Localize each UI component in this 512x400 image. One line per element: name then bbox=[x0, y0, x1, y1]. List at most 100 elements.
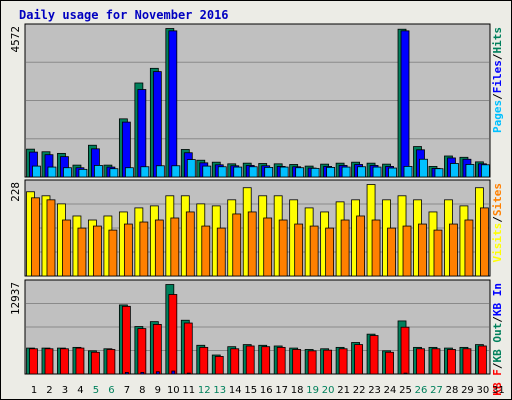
visits-bar-sites-day-26 bbox=[418, 223, 427, 277]
kbytes-legend-item: KB In bbox=[491, 283, 504, 316]
kbytes-bar-kb-f-day-28 bbox=[447, 349, 456, 375]
visits-bar-sites-day-17 bbox=[278, 219, 288, 277]
hits-bar-pages-day-16 bbox=[264, 166, 274, 178]
visits-bar-sites-day-8 bbox=[139, 221, 149, 277]
hits-bar-files-day-8 bbox=[137, 89, 147, 178]
kbytes-bar-kb-f-day-23 bbox=[369, 335, 379, 375]
hits-bar-pages-day-6 bbox=[109, 168, 119, 178]
day-label-2: 2 bbox=[46, 385, 52, 396]
kbytes-bar-kb-f-day-4 bbox=[75, 347, 85, 375]
hits-bar-pages-day-23 bbox=[372, 166, 382, 178]
day-label-16: 16 bbox=[260, 385, 273, 396]
day-label-24: 24 bbox=[384, 385, 397, 396]
kbytes-bar-kb-f-day-13 bbox=[214, 356, 224, 375]
day-label-21: 21 bbox=[337, 385, 350, 396]
day-label-6: 6 bbox=[108, 385, 114, 396]
visits-bar-sites-day-22 bbox=[356, 215, 365, 277]
hits-bar-pages-day-20 bbox=[326, 166, 336, 178]
visits-bar-sites-day-20 bbox=[325, 227, 335, 277]
visits-bar-sites-day-7 bbox=[123, 223, 133, 277]
visits-legend-item: / bbox=[491, 216, 504, 223]
kbytes-bar-kb-in-day-11 bbox=[186, 372, 191, 375]
hits-bar-pages-day-3 bbox=[63, 167, 72, 178]
kbytes-bar-kb-f-day-26 bbox=[416, 348, 425, 375]
kbytes-legend-item: / bbox=[491, 316, 504, 323]
visits-bar-sites-day-9 bbox=[154, 219, 164, 277]
hits-bar-pages-day-9 bbox=[155, 165, 165, 178]
kbytes-legend-item: / bbox=[491, 362, 504, 369]
day-label-13: 13 bbox=[213, 385, 226, 396]
kbytes-bar-kb-f-day-2 bbox=[44, 348, 54, 375]
kbytes-bar-kb-f-day-18 bbox=[292, 349, 302, 375]
hits-bar-pages-day-28 bbox=[450, 163, 459, 178]
hits-bar-pages-day-27 bbox=[434, 168, 444, 178]
day-label-10: 10 bbox=[167, 385, 180, 396]
kbytes-bar-kb-f-day-5 bbox=[91, 351, 100, 375]
kbytes-bar-kb-f-day-17 bbox=[276, 346, 286, 375]
kbytes-bar-kb-f-day-19 bbox=[307, 350, 317, 375]
hits-legend-item: / bbox=[491, 53, 504, 60]
day-label-9: 9 bbox=[155, 385, 161, 396]
hits-legend-item: Pages bbox=[491, 100, 504, 133]
kbytes-bar-kb-in-day-7 bbox=[124, 372, 129, 375]
day-label-28: 28 bbox=[446, 385, 459, 396]
hits-bar-pages-day-8 bbox=[140, 166, 150, 178]
hits-legend: Pages/Files/Hits bbox=[491, 27, 504, 133]
hits-legend-item: Files bbox=[491, 60, 504, 93]
kbytes-bar-kb-f-day-10 bbox=[168, 294, 178, 375]
visits-legend-item: Sites bbox=[491, 183, 504, 216]
day-label-31: 31 bbox=[492, 385, 505, 396]
hits-bar-files-day-10 bbox=[168, 30, 178, 178]
visits-bar-sites-day-25 bbox=[402, 225, 412, 277]
hits-bar-pages-day-7 bbox=[124, 167, 134, 178]
visits-bar-sites-day-27 bbox=[433, 229, 443, 277]
hits-bar-pages-day-17 bbox=[279, 166, 289, 178]
visits-bar-sites-day-4 bbox=[77, 227, 87, 277]
visits-bar-sites-day-29 bbox=[464, 219, 474, 277]
kbytes-bar-kb-in-day-25 bbox=[403, 372, 408, 375]
visits-bar-sites-day-13 bbox=[216, 227, 226, 277]
day-label-26: 26 bbox=[415, 385, 428, 396]
kbytes-bar-kb-f-day-8 bbox=[137, 328, 147, 375]
hits-bar-pages-day-30 bbox=[481, 164, 490, 178]
hits-bar-pages-day-1 bbox=[32, 165, 41, 178]
visits-bar-sites-day-12 bbox=[201, 225, 211, 277]
kbytes-legend-item: KB Out bbox=[491, 323, 504, 363]
day-label-3: 3 bbox=[62, 385, 68, 396]
day-label-18: 18 bbox=[291, 385, 304, 396]
day-label-19: 19 bbox=[306, 385, 319, 396]
kbytes-bar-kb-f-day-3 bbox=[60, 348, 69, 375]
hits-bar-pages-day-18 bbox=[295, 167, 305, 178]
kbytes-bar-kb-in-day-8 bbox=[140, 372, 145, 375]
hits-legend-item: / bbox=[491, 93, 504, 100]
kbytes-legend: KB F/KB Out/KB In bbox=[491, 283, 504, 396]
kbytes-bar-kb-f-day-21 bbox=[338, 348, 348, 375]
day-label-27: 27 bbox=[430, 385, 443, 396]
kbytes-bar-kb-f-day-1 bbox=[29, 348, 38, 375]
day-label-29: 29 bbox=[461, 385, 474, 396]
day-label-11: 11 bbox=[182, 385, 195, 396]
day-label-12: 12 bbox=[198, 385, 211, 396]
kbytes-bar-kb-f-day-16 bbox=[261, 346, 271, 375]
visits-bar-sites-day-23 bbox=[371, 219, 381, 277]
kbytes-bar-kb-f-day-24 bbox=[385, 351, 394, 375]
day-label-4: 4 bbox=[77, 385, 83, 396]
kbytes-bar-kb-f-day-12 bbox=[199, 346, 209, 375]
visits-bar-sites-day-28 bbox=[449, 223, 458, 277]
visits-bar-sites-day-24 bbox=[387, 227, 396, 277]
day-label-8: 8 bbox=[139, 385, 145, 396]
visits-legend-item: Visits bbox=[491, 223, 504, 263]
visits-bar-sites-day-11 bbox=[185, 211, 195, 277]
visits-bar-sites-day-6 bbox=[108, 229, 118, 277]
hits-bar-pages-day-15 bbox=[248, 166, 258, 178]
day-label-15: 15 bbox=[244, 385, 257, 396]
visits-bar-sites-day-19 bbox=[309, 225, 319, 277]
hits-ymax-label: 4572 bbox=[9, 26, 22, 53]
hits-bar-pages-day-4 bbox=[78, 168, 88, 178]
kbytes-bar-kb-f-day-14 bbox=[230, 348, 240, 375]
kbytes-bar-kb-f-day-9 bbox=[152, 324, 162, 375]
hits-bar-files-day-25 bbox=[400, 30, 410, 178]
hits-bar-pages-day-11 bbox=[186, 159, 196, 178]
kbytes-bar-kb-f-day-11 bbox=[183, 322, 193, 375]
